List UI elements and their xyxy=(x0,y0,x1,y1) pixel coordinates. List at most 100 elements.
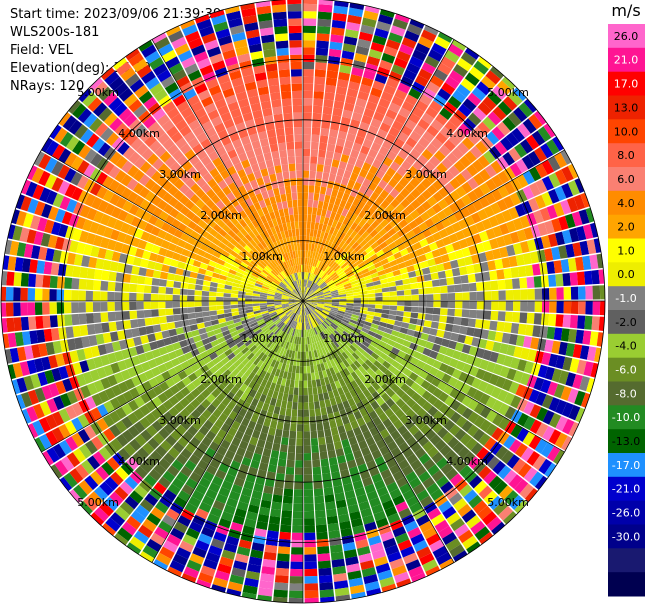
ppi-gate xyxy=(256,376,264,385)
ppi-gate xyxy=(303,380,308,388)
ppi-gate xyxy=(484,164,497,178)
ppi-gate xyxy=(397,149,409,160)
ppi-gate xyxy=(249,250,257,258)
ppi-gate xyxy=(13,302,21,317)
ppi-gate xyxy=(293,489,303,497)
ppi-gate xyxy=(128,245,138,256)
ppi-gate xyxy=(303,214,308,222)
ppi-gate xyxy=(338,294,347,297)
ppi-gate xyxy=(195,317,204,324)
ppi-gate xyxy=(509,162,522,177)
ppi-gate xyxy=(391,120,404,131)
ppi-gate xyxy=(328,284,336,290)
ppi-gate xyxy=(357,38,372,49)
ppi-gate xyxy=(478,465,492,480)
ppi-gate xyxy=(326,70,339,79)
ppi-gate xyxy=(241,236,250,245)
ppi-gate xyxy=(400,383,410,393)
ppi-gate xyxy=(92,81,108,96)
ppi-gate xyxy=(207,109,220,121)
ppi-gate xyxy=(291,305,298,311)
ppi-gate xyxy=(270,325,278,332)
ppi-gate xyxy=(157,404,168,415)
ppi-gate xyxy=(368,49,383,60)
ppi-gate xyxy=(287,319,293,327)
ppi-gate xyxy=(443,419,456,432)
ppi-gate xyxy=(472,357,483,368)
ppi-gate xyxy=(53,127,68,144)
ppi-gate xyxy=(82,219,93,232)
ppi-gate xyxy=(289,236,294,245)
ppi-gate xyxy=(227,254,236,262)
ppi-gate xyxy=(45,190,58,205)
ppi-gate xyxy=(109,193,121,206)
ppi-gate xyxy=(352,197,361,207)
ppi-gate xyxy=(158,346,168,356)
ppi-gate xyxy=(309,265,313,273)
ppi-gate xyxy=(399,43,414,56)
ppi-gate xyxy=(199,64,214,76)
ppi-gate xyxy=(167,242,177,252)
ppi-gate xyxy=(16,394,26,410)
ppi-gate xyxy=(319,215,326,224)
ppi-gate xyxy=(413,124,426,137)
ppi-gate xyxy=(205,199,216,209)
ppi-gate xyxy=(462,292,470,301)
ppi-gate xyxy=(254,328,262,336)
ppi-gate xyxy=(339,344,347,352)
ppi-gate xyxy=(499,366,510,378)
ppi-gate xyxy=(423,25,439,36)
ppi-gate xyxy=(443,170,455,182)
ppi-gate xyxy=(224,449,236,460)
ppi-gate xyxy=(198,533,213,545)
ppi-gate xyxy=(540,275,549,288)
ppi-gate xyxy=(542,426,555,442)
ppi-gate xyxy=(90,153,103,167)
ppi-gate xyxy=(24,345,34,360)
ppi-gate xyxy=(394,453,406,464)
ppi-gate xyxy=(288,302,296,304)
ppi-gate xyxy=(223,301,231,306)
ppi-gate xyxy=(354,349,363,358)
ppi-gate xyxy=(41,385,53,400)
ppi-gate xyxy=(301,337,303,345)
ppi-gate xyxy=(445,365,456,376)
ppi-gate xyxy=(334,175,343,184)
ppi-gate xyxy=(493,480,508,495)
ppi-gate xyxy=(303,301,309,307)
ppi-gate xyxy=(220,439,231,450)
ppi-gate xyxy=(45,414,58,430)
ppi-gate xyxy=(95,171,108,185)
ppi-gate xyxy=(350,316,359,322)
ppi-gate xyxy=(32,420,45,436)
ppi-gate xyxy=(372,158,382,169)
ppi-gate xyxy=(312,459,321,468)
ppi-gate xyxy=(157,132,170,145)
ppi-gate xyxy=(412,49,427,62)
ppi-gate xyxy=(400,125,413,137)
ppi-gate xyxy=(422,363,433,373)
ppi-gate xyxy=(315,317,322,325)
ppi-gate xyxy=(321,285,328,290)
ppi-gate xyxy=(134,434,147,447)
ppi-gate xyxy=(259,27,274,37)
ppi-gate xyxy=(336,285,345,290)
ppi-gate xyxy=(387,319,396,325)
ppi-gate xyxy=(213,531,227,543)
ppi-gate xyxy=(13,272,22,287)
ppi-gate xyxy=(353,291,361,296)
ppi-gate xyxy=(312,284,318,291)
ppi-gate xyxy=(412,241,422,251)
ppi-gate xyxy=(199,350,209,359)
ppi-gate xyxy=(111,384,123,397)
ppi-gate xyxy=(149,252,158,262)
ppi-gate xyxy=(560,199,572,215)
ppi-gate xyxy=(536,407,548,422)
ppi-gate xyxy=(540,442,555,458)
ppi-gate xyxy=(387,440,398,452)
ppi-gate xyxy=(313,91,324,100)
ppi-gate xyxy=(334,145,344,154)
ppi-gate xyxy=(315,415,323,424)
ppi-gate xyxy=(391,360,401,369)
ppi-gate xyxy=(46,447,60,463)
